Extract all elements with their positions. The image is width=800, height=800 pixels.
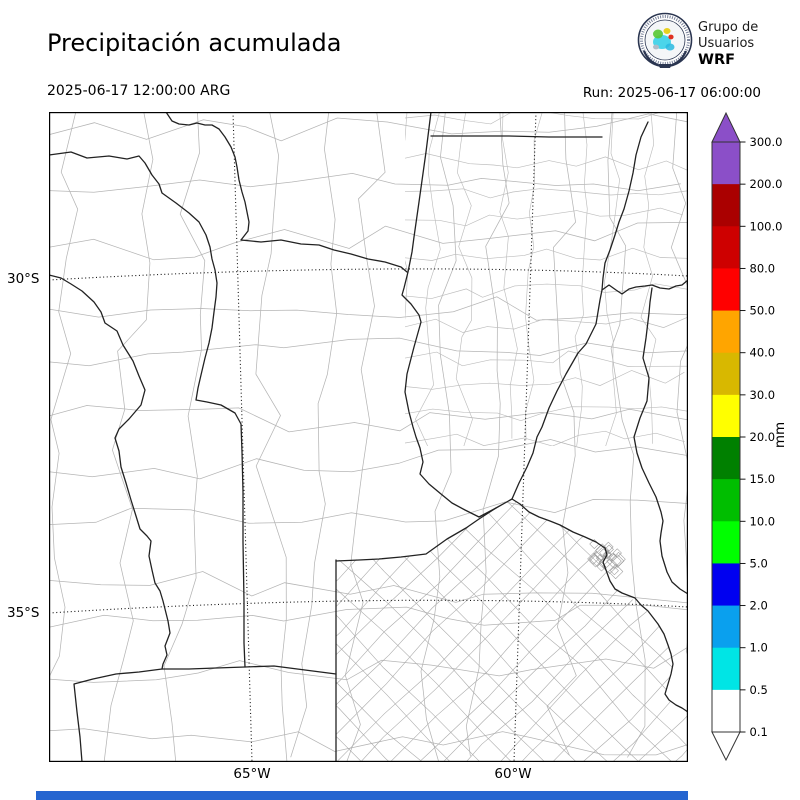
valid-time-label: 2025-06-17 12:00:00 ARG [47,83,230,99]
svg-text:0.5: 0.5 [750,683,768,697]
graticule [49,112,688,762]
svg-text:10.0: 10.0 [750,514,776,528]
logo-line1: Grupo de [698,20,758,36]
svg-text:5.0: 5.0 [750,556,768,570]
gridline-65w [233,112,252,762]
department-borders [49,112,688,762]
svg-text:15.0: 15.0 [750,472,776,486]
xtick-60w: 60°W [487,766,539,782]
logo-line3: WRF [698,52,758,68]
guw-logo-text: Grupo de Usuarios WRF [698,20,758,68]
svg-text:300.0: 300.0 [750,135,783,149]
page-title: Precipitación acumulada [47,29,341,57]
map-frame [50,113,688,762]
xtick-65w: 65°W [226,766,278,782]
wrf-precipitation-product: Precipitación acumulada 2025-06-17 12:00… [0,0,800,800]
gridline-60w [514,112,536,762]
guw-wrf-logo-icon [636,11,694,69]
footer-accent-bar [36,791,688,800]
svg-text:2.0: 2.0 [750,599,768,613]
ytick-30s: 30°S [7,271,47,287]
svg-text:200.0: 200.0 [750,177,783,191]
svg-text:80.0: 80.0 [750,261,776,275]
svg-text:100.0: 100.0 [750,219,783,233]
map-figure [49,112,688,762]
gridline-35s [49,600,688,613]
svg-text:40.0: 40.0 [750,346,776,360]
colorbar-unit-label: mm [772,417,800,453]
logo-line2: Usuarios [698,36,758,52]
svg-text:30.0: 30.0 [750,388,776,402]
svg-text:0.1: 0.1 [750,725,768,739]
province-borders [49,112,688,762]
run-time-label: Run: 2025-06-17 06:00:00 [583,85,761,101]
svg-text:1.0: 1.0 [750,641,768,655]
svg-text:50.0: 50.0 [750,304,776,318]
ytick-35s: 35°S [7,605,47,621]
